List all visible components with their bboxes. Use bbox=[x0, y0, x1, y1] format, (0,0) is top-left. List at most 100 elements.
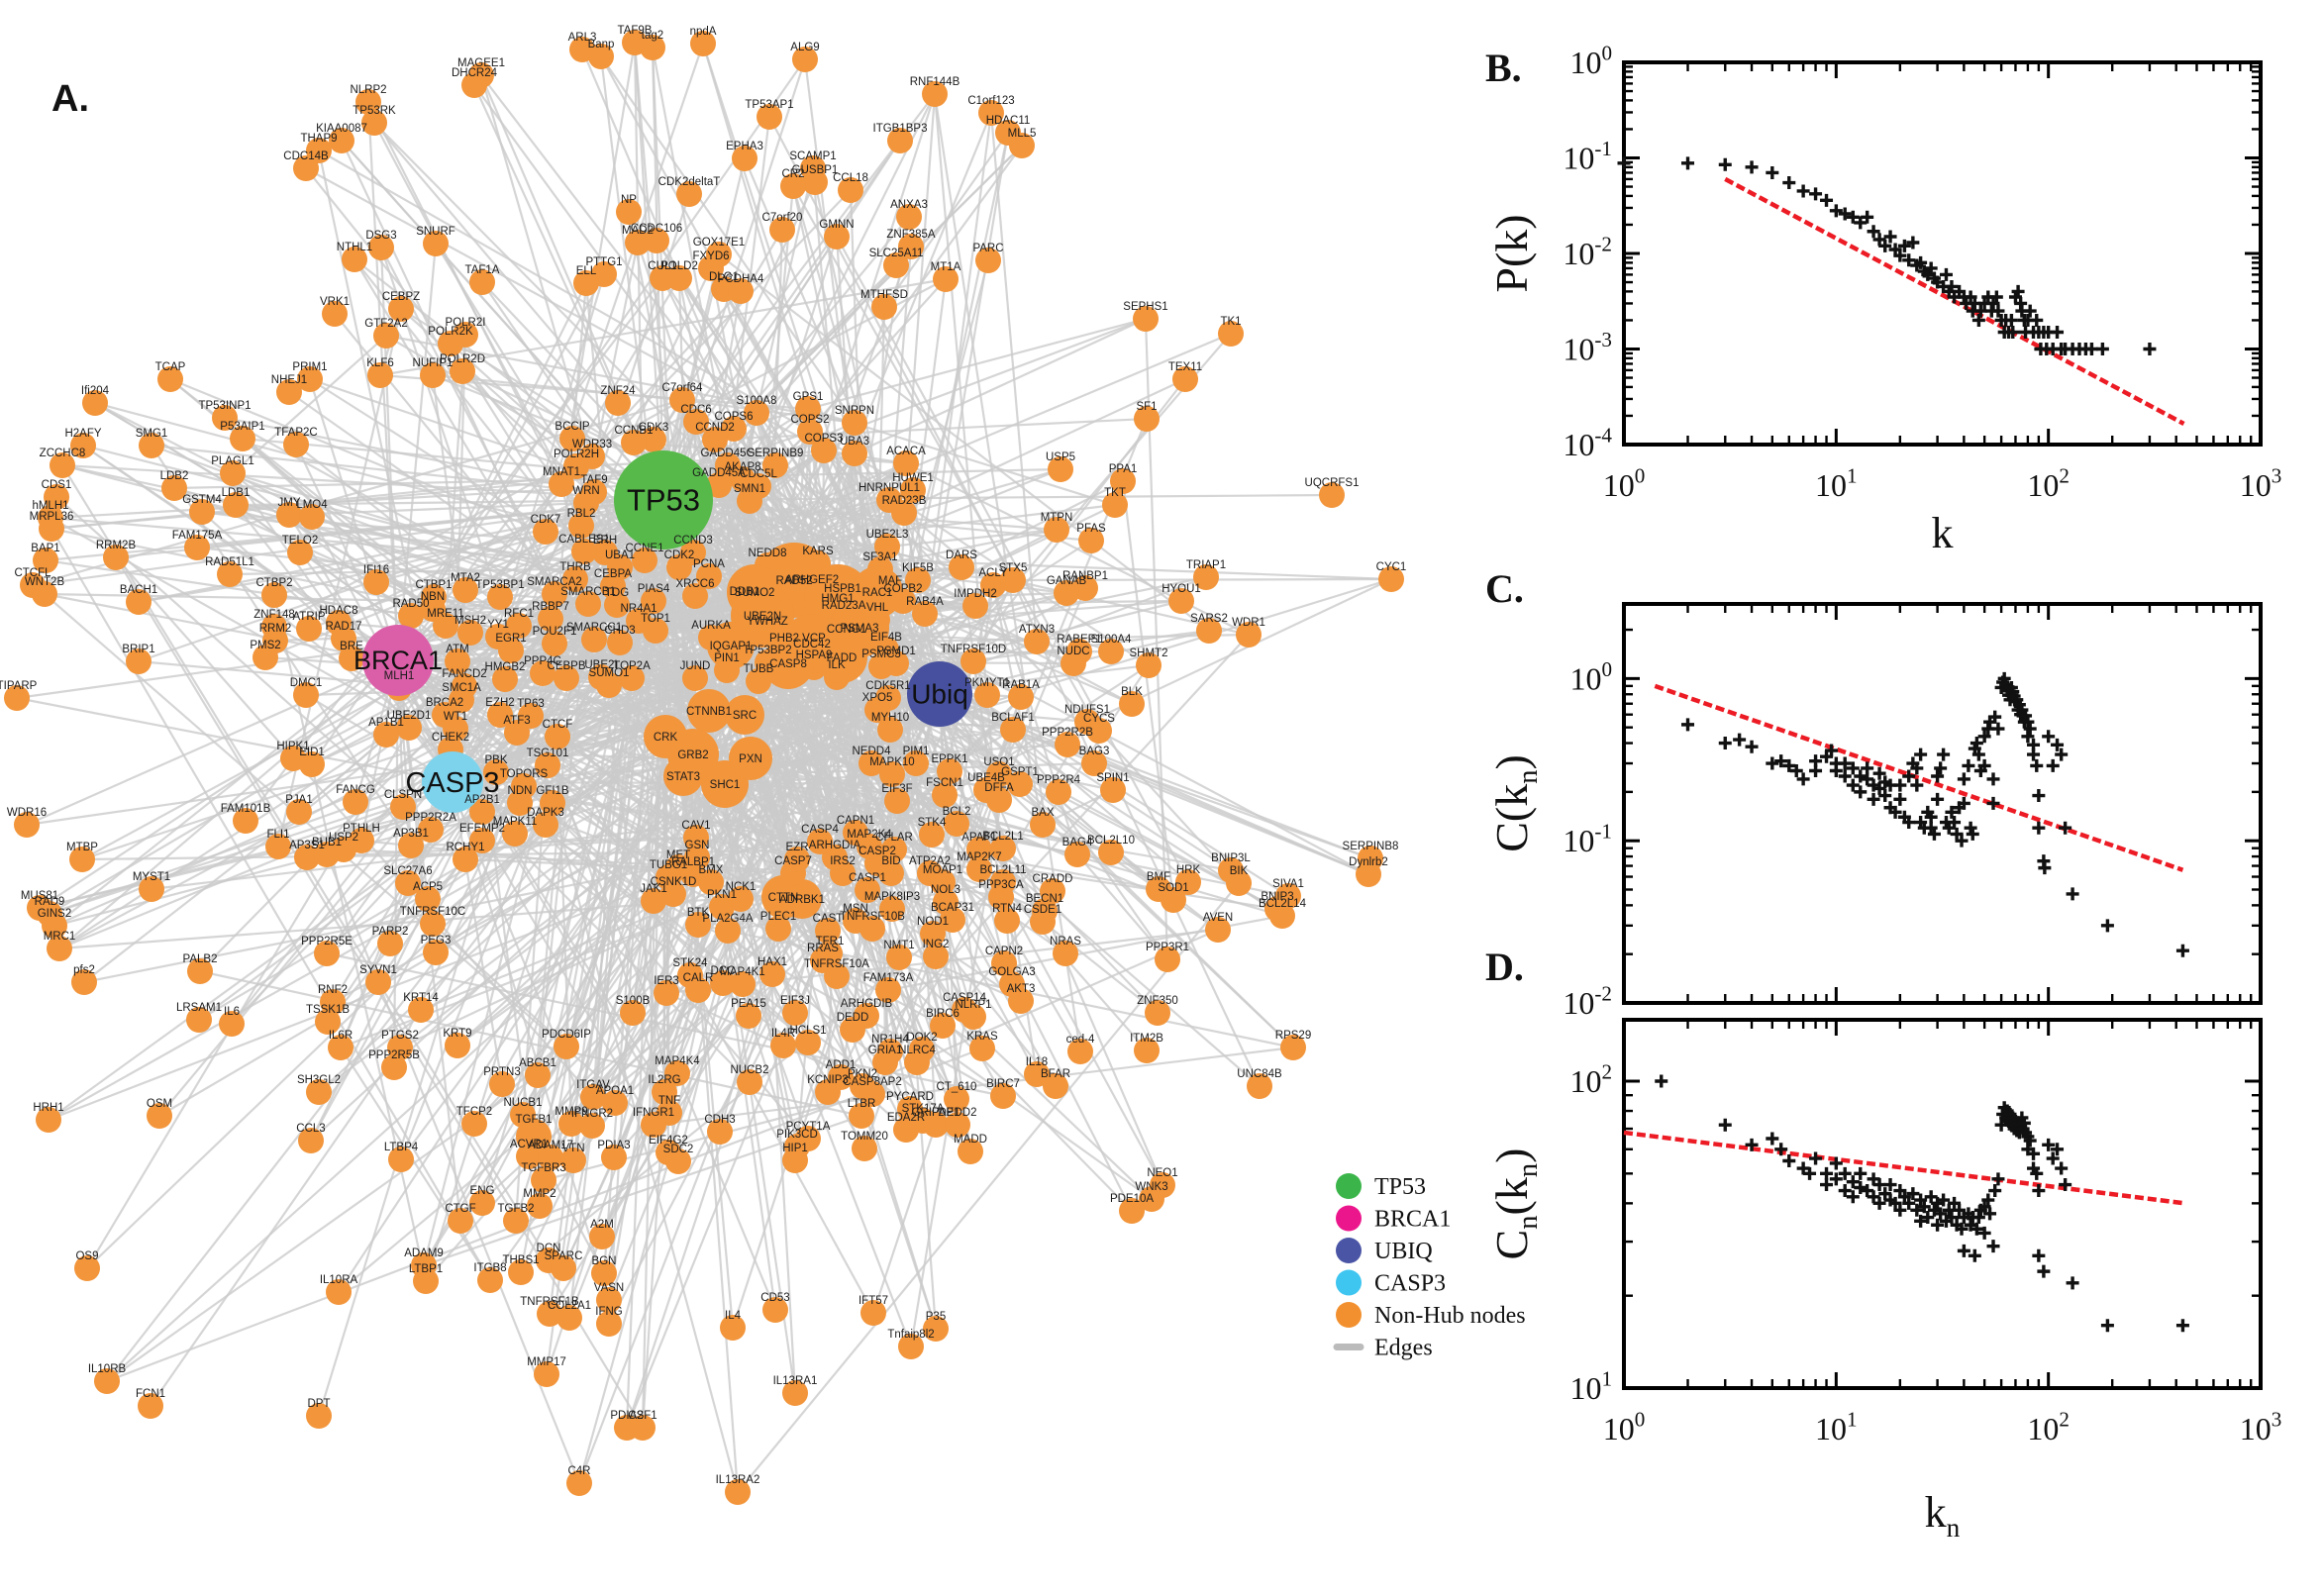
network-node-label: TGFB2 bbox=[497, 1203, 534, 1215]
network-node-label: GSN bbox=[685, 840, 710, 851]
network-node-label: STK17A bbox=[902, 1103, 945, 1115]
network-node bbox=[1134, 1038, 1160, 1063]
data-point bbox=[1983, 1207, 1997, 1221]
data-point bbox=[1820, 1178, 1834, 1192]
network-node-label: ADRBK1 bbox=[779, 894, 825, 906]
edge bbox=[887, 697, 1278, 910]
data-point bbox=[2100, 919, 2114, 933]
network-node-label: RAD9 bbox=[35, 896, 65, 908]
data-point bbox=[1745, 740, 1759, 753]
network-node bbox=[685, 977, 711, 1003]
network-node-label: RAD17 bbox=[325, 621, 361, 633]
network-node-label: POU2F1 bbox=[533, 626, 577, 638]
data-point bbox=[1902, 1196, 1916, 1210]
network-node-label: BNIP3 bbox=[1261, 891, 1293, 903]
network-node-label: SF3A1 bbox=[862, 551, 897, 563]
network-node-label: IMPDH2 bbox=[954, 588, 996, 600]
network-node-label: NLRP2 bbox=[350, 84, 386, 96]
edge bbox=[816, 452, 857, 564]
network-node-label: P35 bbox=[926, 1311, 946, 1323]
network-node bbox=[1145, 1000, 1170, 1026]
network-node-label: BCAP31 bbox=[931, 902, 974, 914]
network-node-label: RBL2 bbox=[567, 508, 596, 520]
network-node-label: BCCIP bbox=[555, 421, 589, 433]
network-node bbox=[736, 1003, 761, 1029]
network-node-label: ARHGDIB bbox=[841, 998, 893, 1010]
network-node-label: FLI1 bbox=[266, 829, 289, 841]
network-node-label: POLR2I bbox=[446, 317, 486, 329]
network-node bbox=[729, 737, 772, 780]
network-node-label: IER3 bbox=[654, 975, 679, 987]
data-point bbox=[1902, 253, 1916, 267]
data-point bbox=[2023, 1134, 2037, 1147]
network-node bbox=[1110, 468, 1136, 494]
network-node bbox=[1048, 456, 1073, 482]
network-node bbox=[457, 620, 483, 646]
network-node bbox=[815, 918, 841, 944]
network-node bbox=[542, 631, 567, 656]
data-point bbox=[2027, 1147, 2041, 1160]
data-point bbox=[1883, 230, 1897, 244]
network-node bbox=[591, 1260, 617, 1286]
network-node-label: SUMO2 bbox=[735, 587, 775, 599]
network-node-label: CYCS bbox=[1083, 713, 1115, 725]
data-point bbox=[1902, 769, 1916, 783]
network-node bbox=[933, 266, 959, 292]
network-node bbox=[1218, 321, 1244, 347]
network-node-label: CDS1 bbox=[42, 479, 72, 491]
data-point bbox=[1962, 758, 1975, 772]
network-node-label: ACVR1 bbox=[510, 1139, 548, 1150]
network-node bbox=[765, 916, 791, 942]
network-node-label: TOPORS bbox=[500, 768, 549, 780]
network-node-label: TP53BP1 bbox=[475, 579, 524, 591]
network-node bbox=[503, 1208, 529, 1234]
data-point bbox=[1955, 834, 1969, 848]
network-node-label: TSG101 bbox=[527, 748, 569, 759]
network-node-label: THRB bbox=[559, 561, 591, 573]
data-point bbox=[1893, 792, 1907, 806]
legend-item: Non-Hub nodes bbox=[1336, 1302, 1526, 1329]
network-node bbox=[975, 248, 1001, 273]
network-node bbox=[1205, 917, 1231, 943]
network-node-label: PCYT1A bbox=[786, 1121, 831, 1133]
network-node-label: ILK bbox=[828, 659, 846, 671]
network-node-label: STX5 bbox=[999, 562, 1028, 574]
network-node-label: PPP2R4 bbox=[1037, 774, 1081, 786]
network-node-label: HCLS1 bbox=[789, 1025, 826, 1037]
data-point bbox=[1829, 204, 1843, 218]
legend-item: BRCA1 bbox=[1336, 1205, 1451, 1233]
network-node-label: MAP4K1 bbox=[720, 966, 764, 978]
network-node-label: KLF6 bbox=[366, 357, 394, 369]
network-node-label: A2M bbox=[590, 1219, 614, 1231]
network-node-label: POLR2D bbox=[440, 353, 485, 365]
network-node-label: BAP1 bbox=[31, 543, 59, 554]
network-node bbox=[581, 627, 607, 652]
data-point bbox=[1867, 792, 1880, 806]
network-node-label: KRT14 bbox=[403, 992, 439, 1004]
network-node-label: hMLH1 bbox=[32, 500, 68, 512]
data-point bbox=[2042, 730, 2056, 744]
edge bbox=[1011, 579, 1096, 764]
data-point bbox=[1937, 748, 1951, 761]
network-node bbox=[342, 247, 367, 272]
network-node bbox=[602, 1090, 628, 1116]
network-node-label: MAP2K4 bbox=[847, 829, 892, 841]
plot-frame bbox=[1622, 602, 2263, 1005]
data-point bbox=[1986, 1240, 2000, 1253]
network-node bbox=[423, 231, 449, 256]
network-node-label: TP63 bbox=[517, 698, 545, 710]
network-node-label: CCND2 bbox=[695, 422, 735, 434]
network-node-label: HAX1 bbox=[758, 956, 787, 968]
tick-label: 103 bbox=[2240, 1408, 2282, 1446]
data-point bbox=[1872, 1178, 1886, 1192]
network-node bbox=[388, 296, 414, 322]
network-node-label: PDCD6IP bbox=[542, 1029, 591, 1041]
edge bbox=[481, 281, 635, 444]
network-node bbox=[339, 646, 364, 671]
network-node-label: CDK5R1 bbox=[865, 680, 910, 692]
network-node bbox=[573, 270, 599, 296]
network-node-label: HUWE1 bbox=[892, 472, 934, 484]
network-node bbox=[421, 584, 447, 610]
network-node bbox=[940, 907, 965, 933]
data-point bbox=[2037, 1264, 2051, 1278]
